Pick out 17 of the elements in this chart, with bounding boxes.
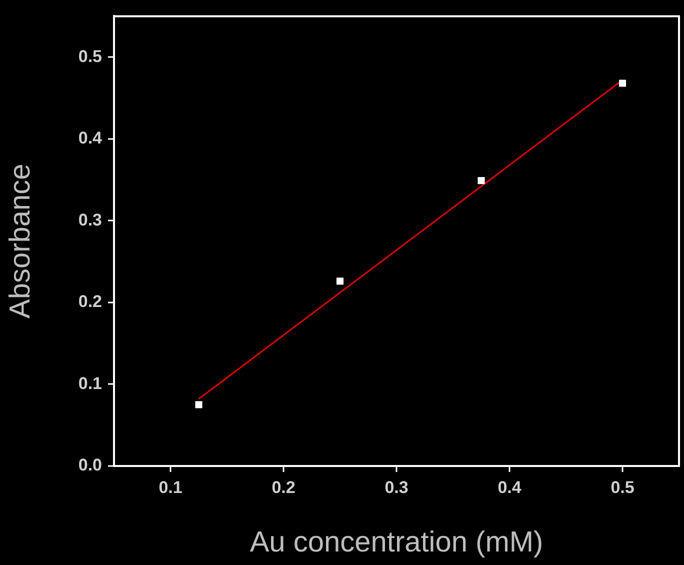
y-tick-label: 0.3 xyxy=(78,210,102,230)
x-tick-label: 0.5 xyxy=(610,478,634,497)
x-axis-title: Au concentration (mM) xyxy=(250,526,544,559)
y-tick-label: 0.0 xyxy=(78,456,102,475)
y-tick-label: 0.4 xyxy=(78,128,103,148)
point xyxy=(336,278,344,285)
point xyxy=(478,177,485,184)
y-tick-label: 0.5 xyxy=(78,46,102,66)
x-tick-label: 0.2 xyxy=(272,478,296,497)
y-axis-title: Absorbance xyxy=(4,164,36,318)
point xyxy=(195,401,202,408)
y-tick-label: 0.1 xyxy=(78,374,102,393)
x-tick-label: 0.4 xyxy=(498,478,522,497)
x-tick-label: 0.1 xyxy=(158,478,182,497)
point xyxy=(618,80,626,87)
y-tick-label: 0.2 xyxy=(78,292,102,312)
x-tick-label: 0.3 xyxy=(384,478,408,497)
